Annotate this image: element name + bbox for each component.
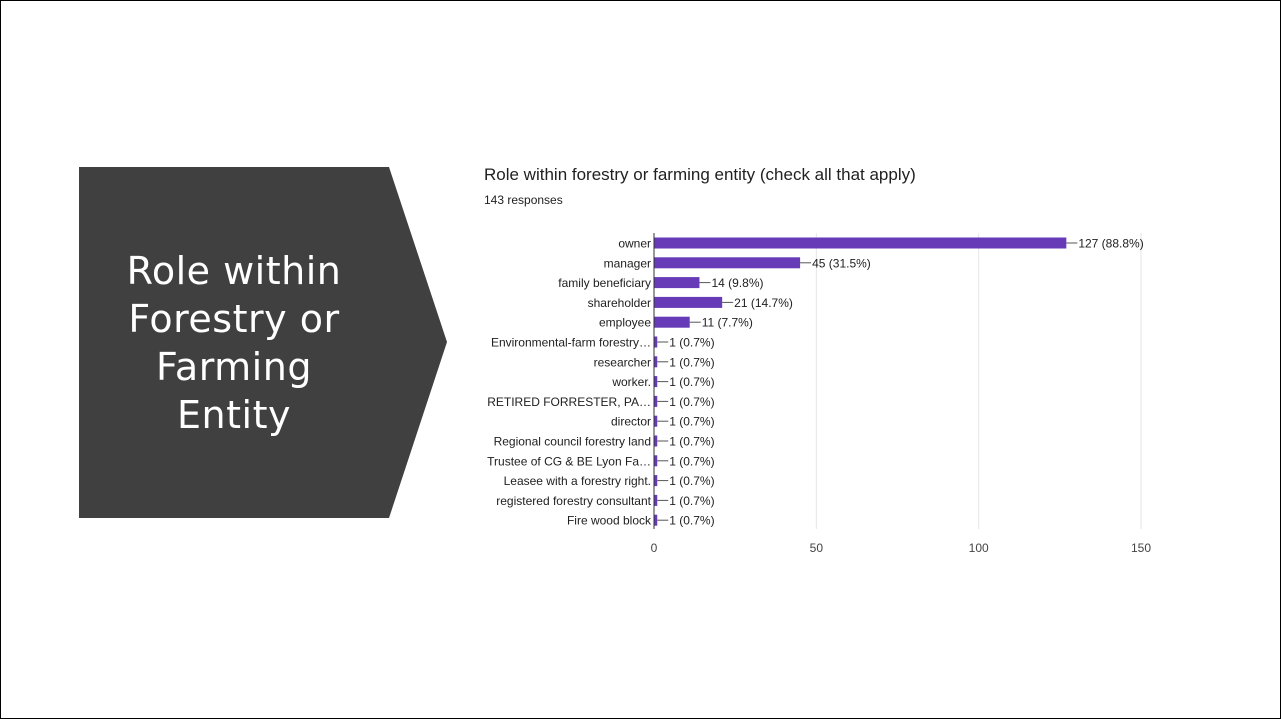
bar	[654, 336, 658, 348]
category-label: RETIRED FORRESTER, PA…	[487, 395, 651, 409]
category-label: owner	[618, 237, 651, 251]
bar	[654, 237, 1067, 249]
data-label: 1 (0.7%)	[669, 454, 714, 468]
category-label: worker.	[611, 375, 651, 389]
pentagon-shape	[79, 167, 447, 518]
bar	[654, 514, 658, 526]
category-label: shareholder	[588, 296, 651, 310]
category-label: Regional council forestry land	[494, 435, 651, 449]
bar	[654, 296, 723, 308]
bar	[654, 494, 658, 506]
bar	[654, 277, 700, 289]
bar	[654, 475, 658, 487]
data-label: 1 (0.7%)	[669, 395, 714, 409]
category-label: Fire wood block	[567, 514, 652, 528]
data-label: 1 (0.7%)	[669, 355, 714, 369]
data-label: 1 (0.7%)	[669, 514, 714, 528]
data-label: 14 (9.8%)	[711, 276, 763, 290]
bar	[654, 376, 658, 388]
category-label: director	[611, 415, 651, 429]
bar	[654, 316, 690, 328]
chart-title: Role within forestry or farming entity (…	[484, 165, 916, 184]
slide-title: Role within Forestry or Farming Entity	[126, 248, 342, 437]
category-label: family beneficiary	[558, 276, 651, 290]
data-label: 11 (7.7%)	[702, 316, 753, 330]
data-label: 45 (31.5%)	[812, 256, 871, 270]
bar	[654, 395, 658, 407]
x-tick-label: 100	[969, 541, 989, 555]
data-label: 1 (0.7%)	[669, 415, 714, 429]
data-label: 1 (0.7%)	[669, 375, 714, 389]
category-label: Leasee with a forestry right.	[504, 474, 651, 488]
bar	[654, 356, 658, 368]
x-tick-label: 0	[651, 541, 658, 555]
data-label: 1 (0.7%)	[669, 494, 714, 508]
category-label: Trustee of CG & BE Lyon Fa…	[487, 454, 651, 468]
bar	[654, 257, 801, 269]
bar	[654, 435, 658, 447]
data-label: 21 (14.7%)	[734, 296, 793, 310]
title-pentagon: Role within Forestry or Farming Entity	[79, 167, 447, 518]
data-label: 1 (0.7%)	[669, 336, 714, 350]
chart-subtitle: 143 responses	[484, 193, 563, 207]
bar	[654, 455, 658, 467]
bar	[654, 415, 658, 427]
data-label: 1 (0.7%)	[669, 474, 714, 488]
category-label: researcher	[594, 355, 651, 369]
category-label: employee	[599, 316, 651, 330]
x-tick-label: 150	[1131, 541, 1151, 555]
category-label: manager	[604, 256, 651, 270]
category-label: Environmental-farm forestry…	[491, 336, 651, 350]
category-label: registered forestry consultant	[496, 494, 651, 508]
data-label: 127 (88.8%)	[1078, 237, 1143, 251]
data-label: 1 (0.7%)	[669, 435, 714, 449]
x-tick-label: 50	[810, 541, 824, 555]
